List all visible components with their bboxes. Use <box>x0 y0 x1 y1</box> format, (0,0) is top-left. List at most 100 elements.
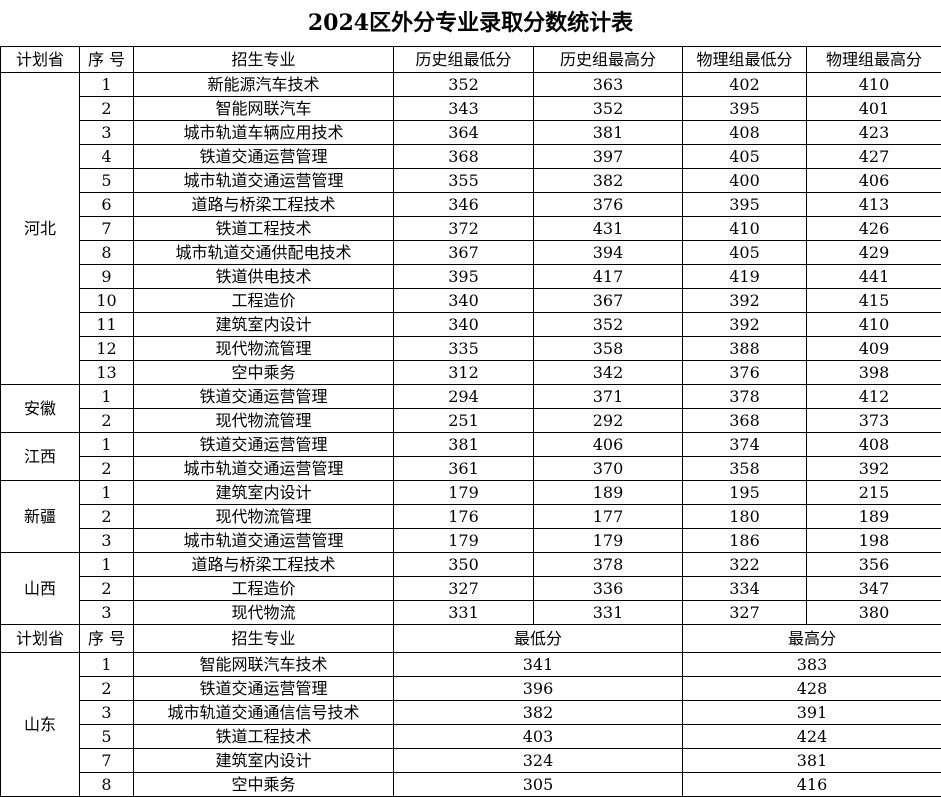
history-min-cell: 176 <box>394 505 534 529</box>
major-cell: 城市轨道交通运营管理 <box>134 529 394 553</box>
history-max-cell: 394 <box>534 241 683 265</box>
max-score-cell: 428 <box>683 677 941 701</box>
history-max-cell: 342 <box>534 361 683 385</box>
history-min-cell: 346 <box>394 193 534 217</box>
seq-cell: 2 <box>80 505 134 529</box>
physics-min-cell: 368 <box>683 409 807 433</box>
province-cell: 新疆 <box>1 481 80 553</box>
physics-max-cell: 415 <box>807 289 941 313</box>
min-score-cell: 403 <box>394 725 683 749</box>
min-score-cell: 396 <box>394 677 683 701</box>
physics-min-cell: 376 <box>683 361 807 385</box>
history-min-cell: 294 <box>394 385 534 409</box>
seq-cell: 11 <box>80 313 134 337</box>
history-max-cell: 189 <box>534 481 683 505</box>
physics-min-cell: 358 <box>683 457 807 481</box>
major-cell: 道路与桥梁工程技术 <box>134 193 394 217</box>
history-max-cell: 397 <box>534 145 683 169</box>
physics-min-cell: 395 <box>683 193 807 217</box>
major-cell: 道路与桥梁工程技术 <box>134 553 394 577</box>
seq-cell: 8 <box>80 241 134 265</box>
physics-min-cell: 405 <box>683 241 807 265</box>
column-header: 物理组最高分 <box>807 47 941 73</box>
min-score-cell: 382 <box>394 701 683 725</box>
seq-cell: 3 <box>80 121 134 145</box>
physics-max-cell: 189 <box>807 505 941 529</box>
max-score-cell: 381 <box>683 749 941 773</box>
column-header: 序 号 <box>80 625 134 653</box>
seq-cell: 3 <box>80 529 134 553</box>
max-score-cell: 383 <box>683 653 941 677</box>
history-min-cell: 395 <box>394 265 534 289</box>
page-title: 2024区外分专业录取分数统计表 <box>0 0 941 46</box>
physics-max-cell: 426 <box>807 217 941 241</box>
major-cell: 现代物流管理 <box>134 409 394 433</box>
history-max-cell: 417 <box>534 265 683 289</box>
major-cell: 智能网联汽车 <box>134 97 394 121</box>
history-max-cell: 331 <box>534 601 683 625</box>
physics-min-cell: 327 <box>683 601 807 625</box>
physics-max-cell: 441 <box>807 265 941 289</box>
major-cell: 工程造价 <box>134 289 394 313</box>
header-row-2: 计划省序 号招生专业最低分最高分 <box>1 625 941 653</box>
physics-min-cell: 180 <box>683 505 807 529</box>
physics-max-cell: 412 <box>807 385 941 409</box>
physics-min-cell: 392 <box>683 313 807 337</box>
column-header: 历史组最高分 <box>534 47 683 73</box>
major-cell: 城市轨道交通运营管理 <box>134 169 394 193</box>
physics-min-cell: 392 <box>683 289 807 313</box>
major-cell: 铁道交通运营管理 <box>134 677 394 701</box>
major-cell: 铁道工程技术 <box>134 217 394 241</box>
max-score-cell: 424 <box>683 725 941 749</box>
physics-max-cell: 347 <box>807 577 941 601</box>
seq-cell: 1 <box>80 481 134 505</box>
physics-min-cell: 410 <box>683 217 807 241</box>
history-max-cell: 376 <box>534 193 683 217</box>
physics-max-cell: 215 <box>807 481 941 505</box>
major-cell: 工程造价 <box>134 577 394 601</box>
history-max-cell: 336 <box>534 577 683 601</box>
history-min-cell: 340 <box>394 289 534 313</box>
seq-cell: 2 <box>80 97 134 121</box>
major-cell: 建筑室内设计 <box>134 481 394 505</box>
column-header: 物理组最低分 <box>683 47 807 73</box>
physics-min-cell: 408 <box>683 121 807 145</box>
column-header: 最高分 <box>683 625 941 653</box>
history-max-cell: 352 <box>534 97 683 121</box>
seq-cell: 2 <box>80 577 134 601</box>
seq-cell: 3 <box>80 701 134 725</box>
seq-cell: 9 <box>80 265 134 289</box>
physics-max-cell: 410 <box>807 73 941 97</box>
history-min-cell: 367 <box>394 241 534 265</box>
history-min-cell: 372 <box>394 217 534 241</box>
seq-cell: 1 <box>80 385 134 409</box>
physics-max-cell: 413 <box>807 193 941 217</box>
history-min-cell: 361 <box>394 457 534 481</box>
column-header: 最低分 <box>394 625 683 653</box>
physics-min-cell: 395 <box>683 97 807 121</box>
history-max-cell: 381 <box>534 121 683 145</box>
seq-cell: 10 <box>80 289 134 313</box>
min-score-cell: 305 <box>394 773 683 797</box>
physics-max-cell: 406 <box>807 169 941 193</box>
major-cell: 智能网联汽车技术 <box>134 653 394 677</box>
max-score-cell: 416 <box>683 773 941 797</box>
physics-max-cell: 408 <box>807 433 941 457</box>
history-min-cell: 368 <box>394 145 534 169</box>
major-cell: 现代物流管理 <box>134 337 394 361</box>
